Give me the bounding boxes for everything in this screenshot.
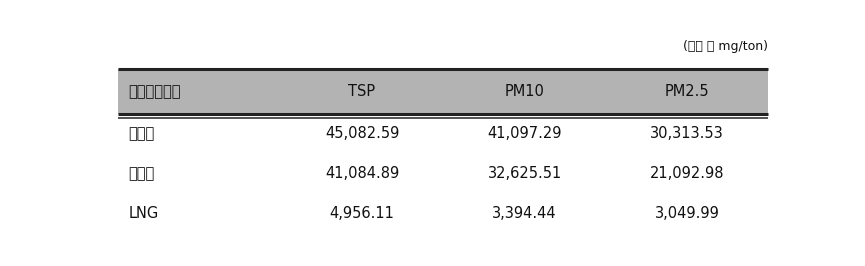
Bar: [119, 154, 768, 194]
Text: PM2.5: PM2.5: [665, 84, 709, 99]
Text: 41,097.29: 41,097.29: [487, 126, 562, 141]
Text: (단위 ： mg/ton): (단위 ： mg/ton): [683, 40, 768, 53]
Bar: [119, 194, 768, 234]
Text: 30,313.53: 30,313.53: [650, 126, 724, 141]
Bar: [119, 69, 768, 114]
Bar: [119, 234, 768, 242]
Text: 연료사용구분: 연료사용구분: [128, 84, 181, 99]
Text: 4,956.11: 4,956.11: [330, 206, 394, 221]
Text: 무연탄: 무연탄: [128, 166, 155, 181]
Text: PM10: PM10: [504, 84, 545, 99]
Text: 41,084.89: 41,084.89: [325, 166, 399, 181]
Text: 21,092.98: 21,092.98: [650, 166, 724, 181]
Text: LNG: LNG: [128, 206, 158, 221]
Text: TSP: TSP: [349, 84, 375, 99]
Bar: [119, 114, 768, 154]
Text: 32,625.51: 32,625.51: [488, 166, 561, 181]
Text: 45,082.59: 45,082.59: [325, 126, 400, 141]
Text: 3,049.99: 3,049.99: [655, 206, 720, 221]
Text: 유연탄: 유연탄: [128, 126, 155, 141]
Text: 3,394.44: 3,394.44: [492, 206, 557, 221]
